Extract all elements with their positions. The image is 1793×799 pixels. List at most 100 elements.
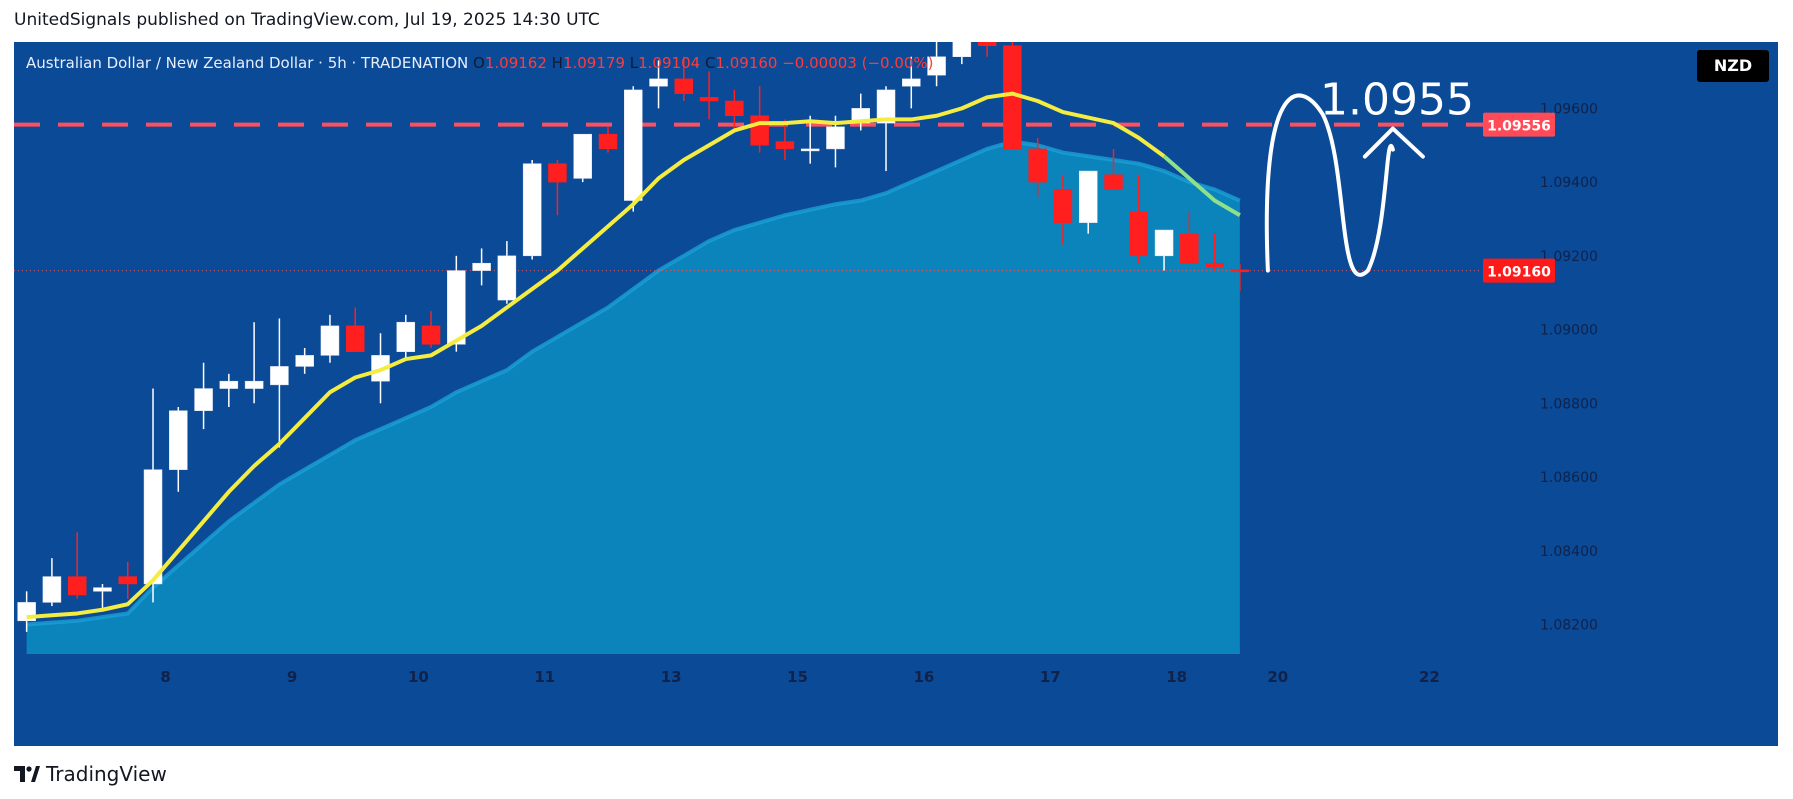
candle-body — [296, 355, 314, 366]
y-tick-label: 1.08400 — [1540, 544, 1598, 560]
candle-body — [953, 42, 971, 57]
candle — [93, 584, 111, 610]
candle — [422, 311, 440, 348]
footer-brand-text: TradingView — [46, 762, 167, 786]
candle-body — [1130, 212, 1148, 256]
candle — [43, 558, 61, 606]
candle — [700, 71, 718, 119]
x-tick-label: 15 — [787, 668, 808, 686]
candle-body — [776, 142, 794, 149]
y-tick-label: 1.09400 — [1540, 175, 1598, 191]
legend-open: 1.09162 — [485, 54, 547, 72]
candle — [245, 322, 263, 403]
last-price-badge: 1.09160 — [1483, 259, 1555, 283]
chart-area[interactable]: 1.09551.096001.094001.092001.090001.0880… — [14, 42, 1778, 746]
projection-arrowhead-icon — [1365, 129, 1423, 157]
candle — [751, 86, 769, 152]
legend-high-label: H — [552, 54, 563, 72]
candle — [523, 160, 541, 260]
candle — [599, 127, 617, 153]
x-tick-label: 13 — [661, 668, 682, 686]
candle-body — [321, 326, 339, 355]
x-tick-label: 11 — [534, 668, 555, 686]
candle-body — [650, 79, 668, 86]
candle-body — [195, 389, 213, 411]
legend-change: −0.00003 (−0.00%) — [782, 54, 933, 72]
published-line: UnitedSignals published on TradingView.c… — [14, 10, 600, 30]
candle — [397, 315, 415, 359]
candle-body — [675, 79, 693, 94]
last-price-badge-text: 1.09160 — [1487, 265, 1551, 281]
candle-body — [599, 134, 617, 149]
candle-body — [624, 90, 642, 201]
candle-body — [144, 470, 162, 584]
candle-body — [68, 577, 86, 595]
y-tick-label: 1.08800 — [1540, 396, 1598, 412]
candle-body — [978, 42, 996, 46]
candle-body — [1231, 270, 1249, 272]
time-axis-panel — [14, 654, 1480, 746]
candle-body — [220, 381, 238, 388]
x-tick-label: 17 — [1040, 668, 1061, 686]
x-tick-label: 20 — [1267, 668, 1288, 686]
candle — [296, 348, 314, 374]
candle-body — [346, 326, 364, 352]
candle — [195, 363, 213, 429]
candle-body — [473, 263, 491, 270]
x-tick-label: 22 — [1419, 668, 1440, 686]
candle-body — [1155, 230, 1173, 256]
y-tick-label: 1.08200 — [1540, 618, 1598, 634]
legend-close-label: C — [705, 54, 715, 72]
candle — [270, 319, 288, 448]
candle — [498, 241, 516, 304]
candle — [68, 532, 86, 598]
x-tick-label: 16 — [913, 668, 934, 686]
candle-body — [93, 588, 111, 592]
candle-body — [119, 577, 137, 584]
footer-brand[interactable]: TradingView — [14, 762, 167, 786]
y-tick-label: 1.09000 — [1540, 323, 1598, 339]
x-tick-label: 8 — [160, 668, 170, 686]
candle-body — [245, 381, 263, 388]
candle-body — [826, 127, 844, 149]
target-price-badge-text: 1.09556 — [1487, 119, 1551, 135]
candle-body — [169, 411, 187, 470]
price-chart[interactable]: 1.09551.096001.094001.092001.090001.0880… — [14, 42, 1778, 746]
candle-body — [1054, 189, 1072, 222]
price-axis-panel — [1480, 42, 1778, 746]
x-tick-label: 18 — [1166, 668, 1187, 686]
candle-body — [498, 256, 516, 300]
candle-body — [725, 101, 743, 116]
candle-body — [1180, 234, 1198, 263]
candle-body — [1105, 175, 1123, 190]
candle-body — [751, 116, 769, 145]
candle-body — [43, 577, 61, 603]
candle-body — [523, 164, 541, 256]
candle-body — [1029, 149, 1047, 182]
target-annotation-text: 1.0955 — [1320, 75, 1474, 126]
candle — [220, 374, 238, 407]
candle-body — [397, 322, 415, 351]
symbol-legend: Australian Dollar / New Zealand Dollar ·… — [26, 54, 934, 72]
candle — [346, 307, 364, 351]
candle — [169, 407, 187, 492]
candle — [473, 248, 491, 285]
candle-body — [1206, 263, 1224, 267]
candle-body — [447, 271, 465, 345]
candle — [624, 86, 642, 211]
candle — [548, 160, 566, 215]
candle-body — [1079, 171, 1097, 223]
currency-badge[interactable]: NZD — [1697, 50, 1769, 82]
y-tick-label: 1.08600 — [1540, 470, 1598, 486]
candle — [321, 315, 339, 363]
candle — [978, 42, 996, 57]
candle-body — [548, 164, 566, 182]
legend-open-label: O — [473, 54, 485, 72]
tradingview-logo-icon — [14, 766, 40, 782]
candle-body — [700, 97, 718, 101]
target-price-badge: 1.09556 — [1483, 113, 1555, 137]
candle-body — [270, 366, 288, 384]
legend-symbol: Australian Dollar / New Zealand Dollar ·… — [26, 54, 468, 72]
x-tick-label: 9 — [287, 668, 297, 686]
legend-low: 1.09104 — [638, 54, 700, 72]
